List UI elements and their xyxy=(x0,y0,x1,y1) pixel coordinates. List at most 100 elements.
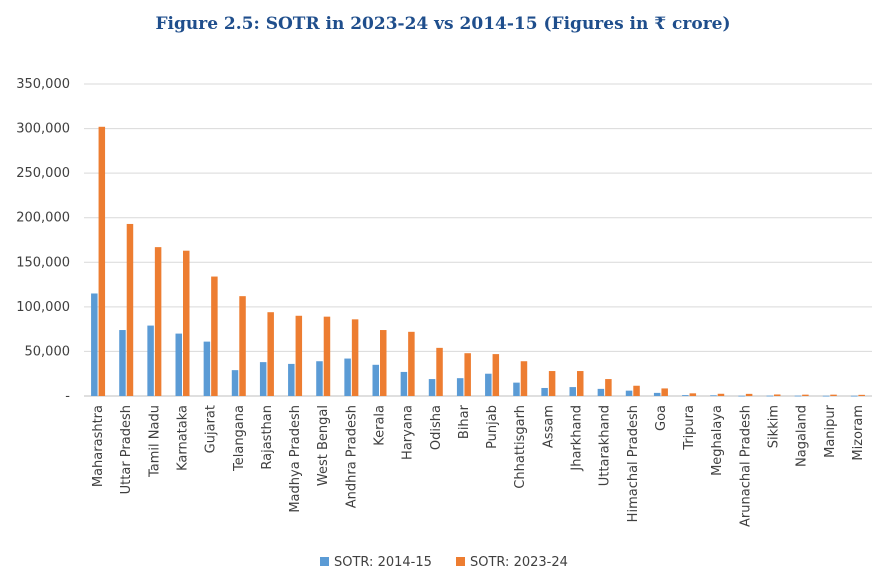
bar-2014-15-odisha xyxy=(428,379,436,396)
x-tick-label: Meghalaya xyxy=(710,405,725,476)
y-tick-label: 250,000 xyxy=(16,166,70,181)
bar-2023-24-maharashtra xyxy=(98,126,106,396)
bar-2023-24-tripura xyxy=(689,393,697,396)
x-tick-label: Jharkhand xyxy=(570,405,585,472)
x-tick-label: Karnataka xyxy=(176,405,191,471)
bar-2014-15-haryana xyxy=(400,371,408,396)
bar-2023-24-kerala xyxy=(380,330,387,396)
bar-2014-15-west-bengal xyxy=(316,361,323,396)
x-tick-label: Nagaland xyxy=(795,405,810,467)
bar-2023-24-punjab xyxy=(492,354,500,396)
bar-2023-24-chhattisgarh xyxy=(520,361,528,396)
x-tick-label: Mizoram xyxy=(851,405,866,461)
x-tick-label: Odisha xyxy=(429,405,444,450)
bar-2014-15-karnataka xyxy=(175,333,182,396)
bar-2023-24-uttarakhand xyxy=(605,379,612,396)
bar-2023-24-meghalaya xyxy=(717,393,725,396)
y-tick-label: 50,000 xyxy=(25,344,71,359)
bar-2014-15-uttarakhand xyxy=(597,388,605,396)
bar-2023-24-madhya-pradesh xyxy=(295,315,303,396)
bar-2023-24-haryana xyxy=(408,331,415,396)
x-tick-label: Punjab xyxy=(485,405,500,449)
bar-2014-15-madhya-pradesh xyxy=(288,363,295,396)
bar-2023-24-west-bengal xyxy=(323,316,331,396)
bar-2014-15-himachal-pradesh xyxy=(625,390,633,396)
y-tick-label: 200,000 xyxy=(16,211,70,226)
bar-2014-15-sikkim xyxy=(766,395,773,397)
bar-2014-15-assam xyxy=(541,387,548,396)
y-tick-label: 350,000 xyxy=(16,77,70,92)
x-tick-label: Bihar xyxy=(457,404,472,439)
bar-2014-15-punjab xyxy=(485,373,492,396)
bar-2014-15-goa xyxy=(653,392,661,396)
bar-2023-24-assam xyxy=(548,371,556,396)
gridlines xyxy=(84,83,872,397)
y-tick-label: 100,000 xyxy=(16,300,70,315)
bar-2014-15-gujarat xyxy=(203,341,211,396)
bar-2014-15-telangana xyxy=(231,370,239,396)
bar-2023-24-bihar xyxy=(464,353,471,396)
bar-2014-15-andhra-pradesh xyxy=(344,358,351,396)
x-tick-label: Telangana xyxy=(232,405,247,472)
bar-2014-15-arunachal-pradesh xyxy=(738,395,745,397)
legend: SOTR: 2014-15 SOTR: 2023-24 xyxy=(320,555,568,570)
x-tick-label: Goa xyxy=(654,405,669,431)
x-tick-label: Kerala xyxy=(373,405,388,446)
bar-2023-24-sikkim xyxy=(774,394,781,396)
bar-2014-15-meghalaya xyxy=(710,395,717,397)
x-tick-label: Andhra Pradesh xyxy=(344,405,359,508)
bar-2014-15-rajasthan xyxy=(259,362,267,396)
bar-2023-24-himachal-pradesh xyxy=(633,385,640,396)
bar-2023-24-goa xyxy=(661,388,668,396)
y-tick-label: 300,000 xyxy=(16,122,70,137)
bar-2014-15-jharkhand xyxy=(569,387,576,396)
x-tick-label: Himachal Pradesh xyxy=(626,405,641,522)
y-tick-label: - xyxy=(65,389,70,404)
bar-2023-24-odisha xyxy=(436,347,443,396)
x-tick-label: Gujarat xyxy=(204,405,219,453)
bar-2023-24-karnataka xyxy=(183,250,190,396)
bar-2014-15-tripura xyxy=(682,395,689,396)
x-tick-label: Uttarakhand xyxy=(598,405,613,486)
x-tick-label: Maharashtra xyxy=(91,405,106,487)
bar-2023-24-uttar-pradesh xyxy=(126,223,134,396)
bar-2014-15-chhattisgarh xyxy=(513,382,520,396)
x-tick-label: Tripura xyxy=(682,405,697,451)
legend-label: SOTR: 2023-24 xyxy=(470,555,568,570)
y-tick-label: 150,000 xyxy=(16,255,70,270)
bar-2023-24-andhra-pradesh xyxy=(351,319,359,396)
x-tick-label: Uttar Pradesh xyxy=(119,405,134,494)
bar-2014-15-mizoram xyxy=(850,395,858,397)
legend-swatch xyxy=(456,557,465,566)
y-axis-ticks: - 50,000 100,000 150,000 200,000 250,000 300,0… xyxy=(16,77,70,404)
bar-2023-24-rajasthan xyxy=(267,312,274,396)
bar-2023-24-mizoram xyxy=(858,394,865,396)
x-tick-label: Rajasthan xyxy=(260,405,275,470)
bar-2014-15-uttar-pradesh xyxy=(119,330,126,396)
x-tick-label: Arunachal Pradesh xyxy=(738,405,753,527)
x-tick-label: Madhya Pradesh xyxy=(288,405,303,513)
x-tick-label: Sikkim xyxy=(767,405,782,448)
x-tick-label: Manipur xyxy=(823,404,838,458)
bar-2023-24-nagaland xyxy=(802,394,809,396)
x-tick-label: Chhattisgarh xyxy=(513,405,528,489)
bar-2014-15-tamil-nadu xyxy=(147,325,154,396)
bar-2023-24-tamil-nadu xyxy=(154,247,162,396)
legend-swatch xyxy=(320,557,329,566)
x-tick-label: Tamil Nadu xyxy=(147,405,162,478)
bar-2014-15-maharashtra xyxy=(91,293,98,396)
bar-2014-15-kerala xyxy=(372,364,379,396)
x-tick-label: Assam xyxy=(541,405,556,448)
legend-label: SOTR: 2014-15 xyxy=(334,555,432,570)
bar-2023-24-manipur xyxy=(830,394,837,396)
x-axis-ticks: Maharashtra Uttar Pradesh Tamil Nadu Karnat… xyxy=(91,404,866,527)
bar-2023-24-arunachal-pradesh xyxy=(745,393,753,396)
bar-2023-24-gujarat xyxy=(211,276,218,396)
x-tick-label: West Bengal xyxy=(316,405,331,486)
bars xyxy=(91,126,865,397)
bar-2023-24-jharkhand xyxy=(577,371,584,396)
bar-2014-15-manipur xyxy=(822,395,830,397)
chart-title: Figure 2.5: SOTR in 2023-24 vs 2014-15 (… xyxy=(155,14,731,34)
bar-2014-15-bihar xyxy=(456,378,464,396)
